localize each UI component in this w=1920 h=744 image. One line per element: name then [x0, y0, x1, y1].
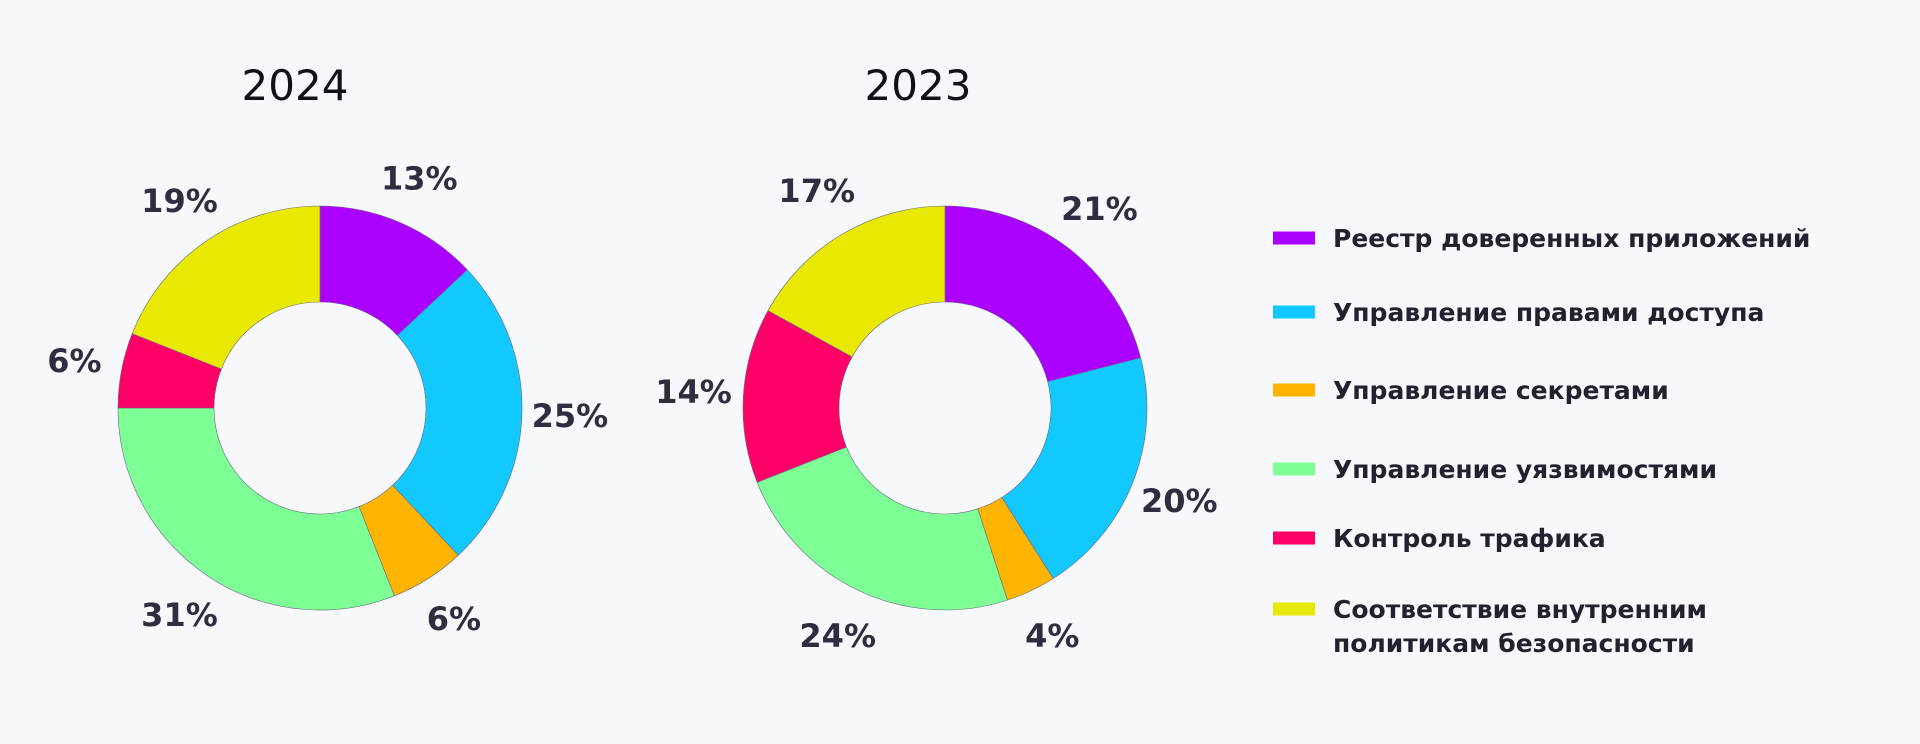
slice-label-2023-1: 21% — [1061, 190, 1138, 228]
legend-item-6: Соответствие внутренним политикам безопас… — [1273, 595, 1707, 658]
legend-label: Управление уязвимостями — [1333, 455, 1717, 484]
slice-2024-6 — [131, 205, 321, 370]
legend-item-5: Контроль трафика — [1273, 524, 1606, 553]
legend-swatch — [1273, 383, 1315, 397]
legend-swatch — [1273, 305, 1315, 319]
slice-2023-1 — [944, 205, 1142, 383]
donut-chart-2024: 2024 13% 25% 6% 31% 6% 19% — [47, 61, 608, 638]
legend-item-1: Реестр доверенных приложений — [1273, 224, 1810, 253]
legend-item-2: Управление правами доступа — [1273, 298, 1764, 327]
legend-label: Управление секретами — [1333, 376, 1669, 405]
legend-label: Реестр доверенных приложений — [1333, 224, 1810, 253]
slice-label-2024-2: 25% — [532, 397, 609, 435]
legend-item-3: Управление секретами — [1273, 376, 1669, 405]
slice-2023-6 — [767, 205, 946, 358]
slice-label-2024-3: 6% — [427, 600, 481, 638]
donut-chart-2023: 2023 21% 20% 4% 24% 14% 17% — [655, 61, 1217, 655]
legend-swatch — [1273, 231, 1315, 245]
slice-2024-4 — [117, 407, 395, 611]
legend: Реестр доверенных приложений Управление п… — [1273, 224, 1810, 658]
legend-label: Контроль трафика — [1333, 524, 1606, 553]
slice-2023-2 — [1001, 357, 1148, 579]
slice-2023-4 — [756, 446, 1008, 611]
legend-label: Управление правами доступа — [1333, 298, 1764, 327]
legend-item-4: Управление уязвимостями — [1273, 455, 1717, 484]
legend-swatch — [1273, 602, 1315, 616]
slice-label-2023-6: 17% — [778, 172, 855, 210]
slice-2024-2 — [392, 269, 523, 556]
legend-swatch — [1273, 531, 1315, 545]
slice-label-2023-3: 4% — [1025, 617, 1079, 655]
slice-label-2024-1: 13% — [381, 160, 458, 198]
legend-label: Соответствие внутренним — [1333, 595, 1707, 624]
chart-title-2024: 2024 — [242, 61, 349, 110]
slice-label-2024-6: 19% — [141, 182, 218, 220]
slice-label-2023-4: 24% — [799, 617, 876, 655]
slice-2023-5 — [742, 310, 853, 483]
legend-swatch — [1273, 462, 1315, 476]
slice-label-2023-2: 20% — [1141, 482, 1218, 520]
slice-label-2024-5: 6% — [47, 342, 101, 380]
chart-title-2023: 2023 — [865, 61, 972, 110]
legend-label: политикам безопасности — [1333, 629, 1695, 658]
slice-label-2024-4: 31% — [141, 596, 218, 634]
slice-label-2023-5: 14% — [655, 373, 732, 411]
